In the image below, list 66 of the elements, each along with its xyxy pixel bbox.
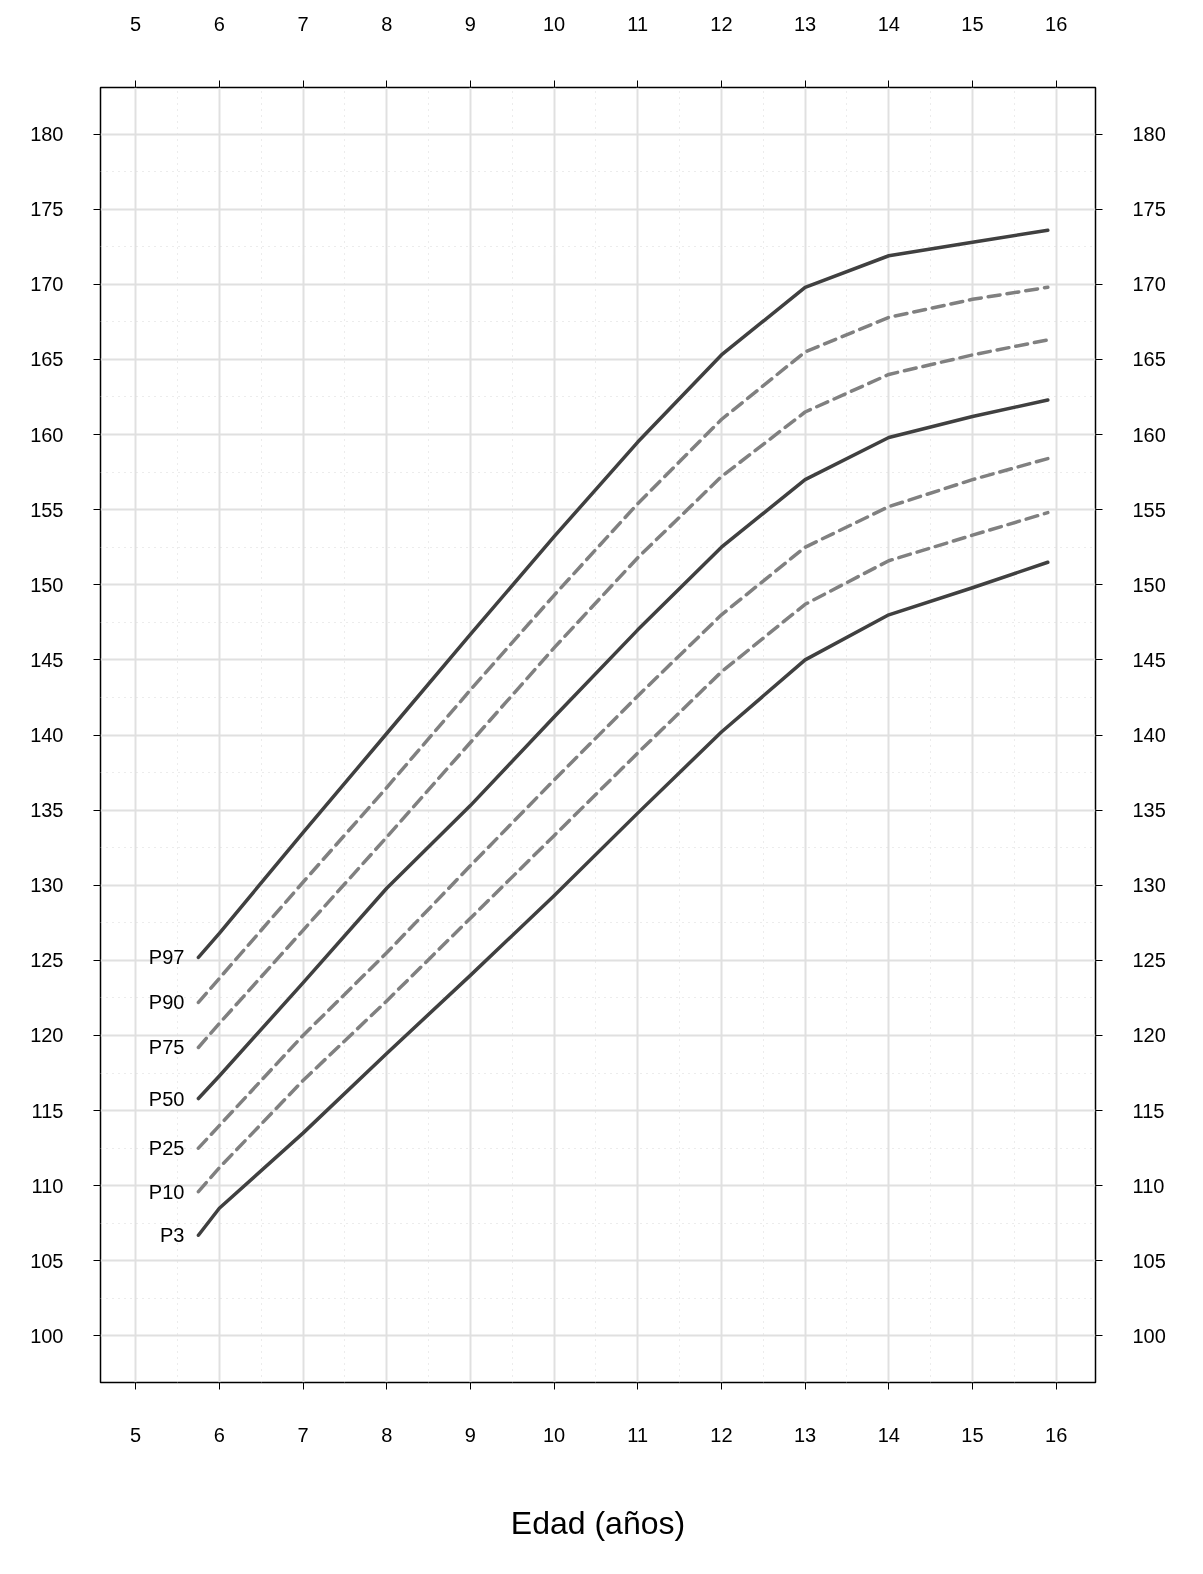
- x-tick-label: 10: [542, 1423, 566, 1446]
- y2-tick-label: 125: [1132, 949, 1166, 972]
- x-tick-label: 8: [381, 1423, 393, 1446]
- y-tick-label: 125: [30, 949, 64, 972]
- y-tick-label: 115: [31, 1099, 64, 1122]
- y2-tick-label: 115: [1132, 1099, 1165, 1122]
- y2-tick-label: 150: [1132, 573, 1166, 596]
- x2-tick-label: 10: [542, 12, 566, 35]
- y2-tick-label: 175: [1132, 198, 1166, 221]
- series-label: P50: [148, 1087, 185, 1110]
- y2-tick-label: 120: [1132, 1024, 1166, 1047]
- y2-tick-label: 155: [1132, 498, 1166, 521]
- y2-tick-label: 135: [1132, 799, 1166, 822]
- x-tick-label: 6: [213, 1423, 225, 1446]
- x-tick-label: 7: [297, 1423, 309, 1446]
- y-tick-label: 140: [30, 724, 64, 746]
- x2-tick-label: 7: [297, 12, 309, 35]
- y-tick-label: 130: [30, 874, 64, 897]
- x2-tick-label: 11: [627, 12, 649, 35]
- y-tick-label: 145: [30, 648, 64, 671]
- x-tick-label: 16: [1045, 1423, 1068, 1446]
- y-tick-label: 105: [30, 1249, 64, 1272]
- x2-tick-label: 13: [793, 12, 817, 35]
- x-tick-label: 5: [130, 1423, 142, 1446]
- y2-tick-label: 130: [1132, 874, 1166, 897]
- x-tick-label: 11: [627, 1423, 649, 1446]
- x2-tick-label: 12: [710, 12, 733, 35]
- x2-tick-label: 14: [877, 12, 900, 35]
- series-label: P90: [148, 991, 185, 1014]
- y2-tick-label: 160: [1132, 423, 1166, 446]
- x-tick-label: 15: [961, 1423, 984, 1446]
- x2-tick-label: 15: [961, 12, 984, 35]
- y-tick-label: 180: [30, 123, 64, 146]
- y2-tick-label: 180: [1132, 123, 1166, 146]
- y2-tick-label: 140: [1132, 724, 1166, 746]
- series-label: P25: [148, 1137, 185, 1160]
- series-label: P75: [148, 1036, 185, 1059]
- x-tick-label: 13: [793, 1423, 817, 1446]
- y-tick-label: 100: [30, 1324, 64, 1347]
- x2-tick-label: 8: [381, 12, 393, 35]
- y2-tick-label: 170: [1132, 273, 1166, 296]
- x2-tick-label: 16: [1045, 12, 1068, 35]
- x2-tick-label: 5: [130, 12, 142, 35]
- y-tick-label: 110: [31, 1174, 64, 1197]
- x-tick-label: 12: [710, 1423, 733, 1446]
- y-tick-label: 160: [30, 423, 64, 446]
- y-tick-label: 165: [30, 348, 64, 371]
- x2-tick-label: 6: [213, 12, 225, 35]
- y-tick-label: 150: [30, 573, 64, 596]
- y2-tick-label: 165: [1132, 348, 1166, 371]
- y-tick-label: 175: [30, 198, 64, 221]
- x-tick-label: 9: [464, 1423, 476, 1446]
- series-label: P97: [148, 946, 185, 969]
- y2-tick-label: 100: [1132, 1324, 1166, 1347]
- y2-tick-label: 145: [1132, 648, 1166, 671]
- x-axis-title: Edad (años): [510, 1504, 686, 1541]
- x-tick-label: 14: [877, 1423, 900, 1446]
- y2-tick-label: 105: [1132, 1249, 1166, 1272]
- series-label: P3: [159, 1224, 185, 1247]
- y-tick-label: 135: [30, 799, 64, 822]
- y-tick-label: 120: [30, 1024, 64, 1047]
- x2-tick-label: 9: [464, 12, 476, 35]
- series-label: P10: [148, 1180, 185, 1203]
- y-tick-label: 155: [30, 498, 64, 521]
- y2-tick-label: 110: [1132, 1174, 1165, 1197]
- y-tick-label: 170: [30, 273, 64, 296]
